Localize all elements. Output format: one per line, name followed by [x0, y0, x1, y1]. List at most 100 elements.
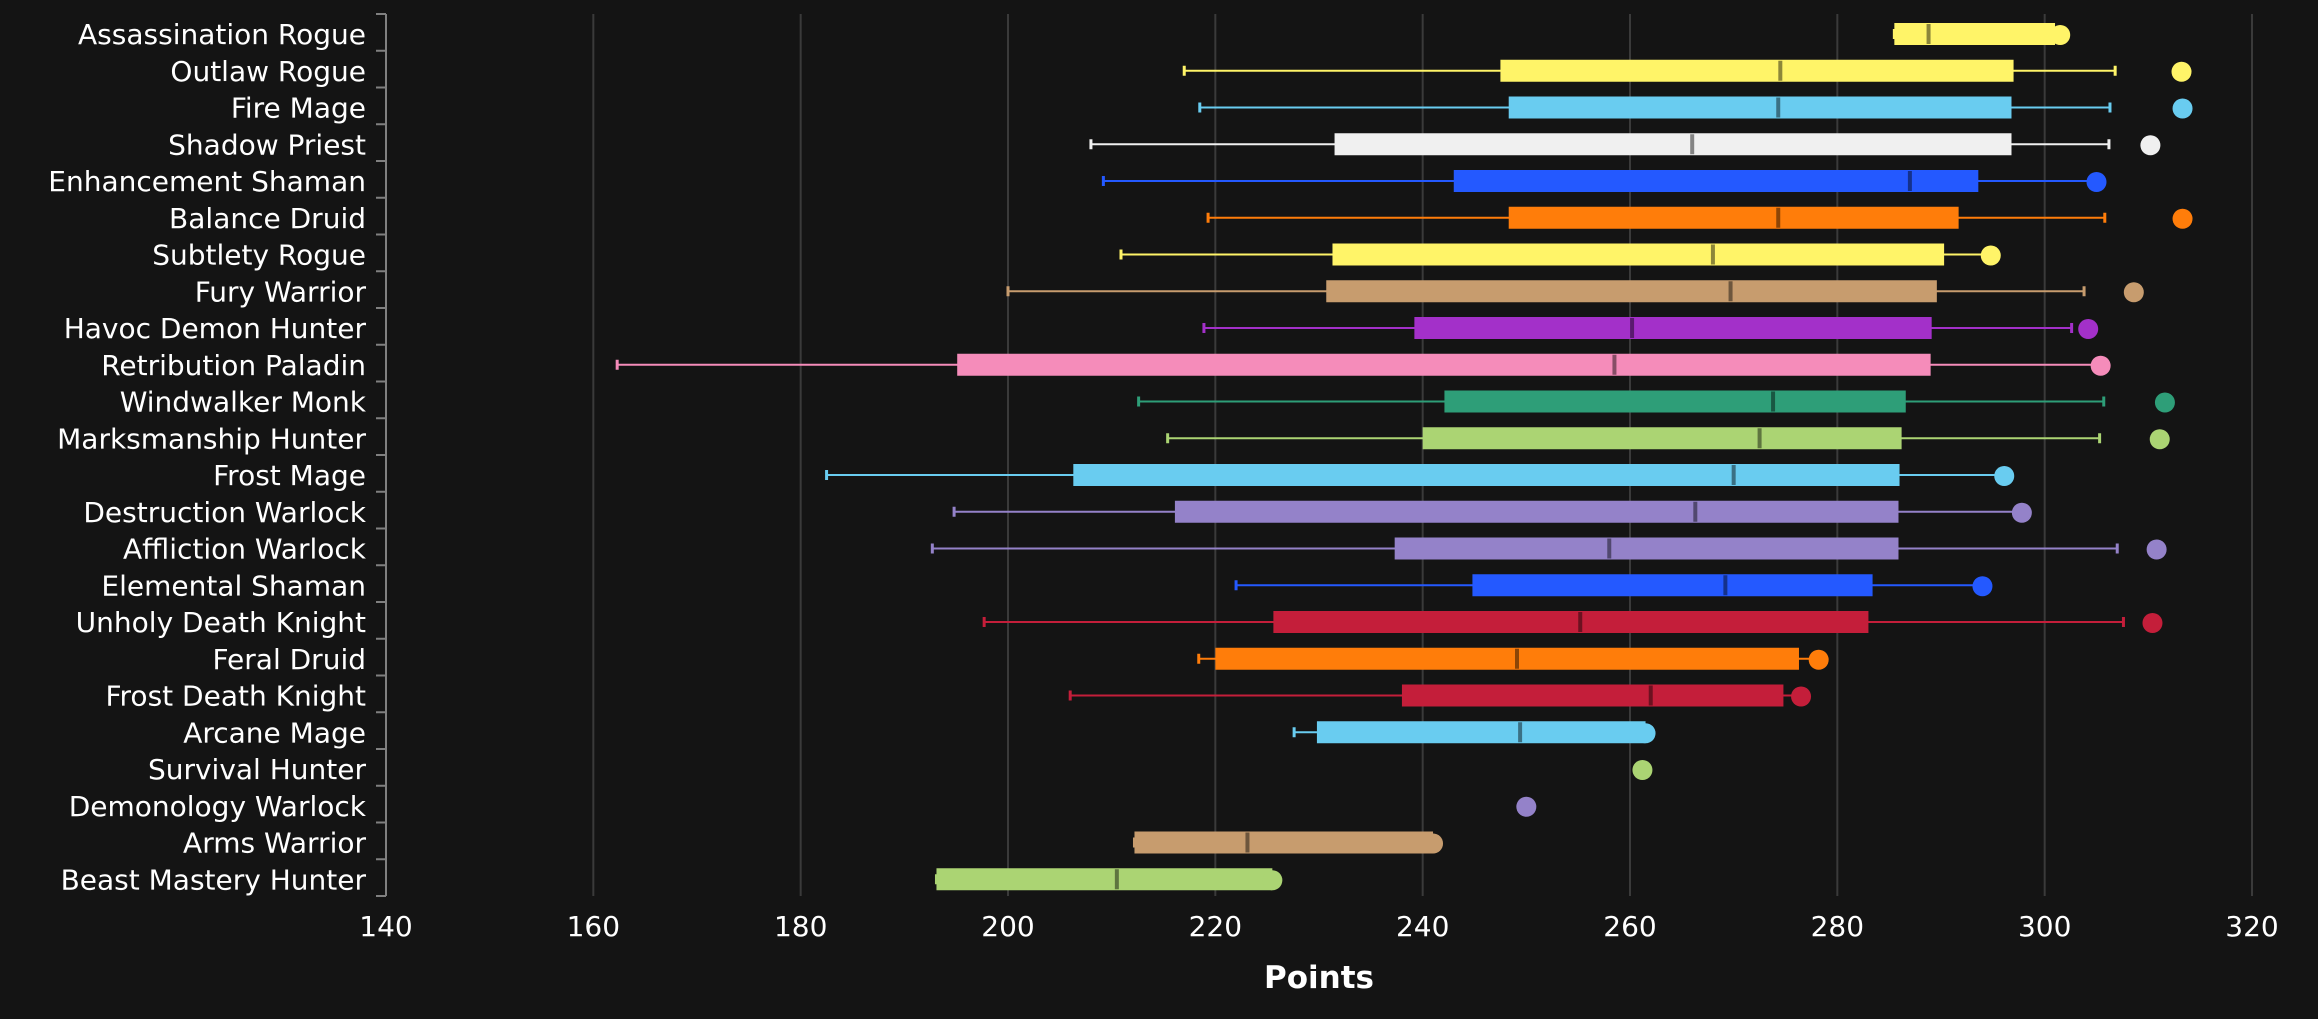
- category-label: Marksmanship Hunter: [57, 422, 366, 455]
- x-tick-label: 320: [2225, 910, 2278, 943]
- iqr-box: [1273, 611, 1869, 633]
- x-tick-label: 240: [1396, 910, 1449, 943]
- grid-lines: [592, 14, 2253, 896]
- box-balance-druid[interactable]: [1206, 206, 2193, 229]
- box-fire-mage[interactable]: [1198, 96, 2193, 119]
- category-label: Retribution Paladin: [101, 349, 366, 382]
- iqr-box: [1326, 280, 1937, 303]
- box-affliction-warlock[interactable]: [930, 537, 2167, 560]
- box-feral-druid[interactable]: [1197, 647, 1829, 670]
- iqr-box: [1508, 206, 1959, 229]
- outlier-point[interactable]: [2011, 502, 2032, 523]
- box-unholy-death-knight[interactable]: [982, 611, 2163, 633]
- box-series: [615, 23, 2193, 891]
- box-arms-warrior[interactable]: [1132, 831, 1444, 854]
- box-shadow-priest[interactable]: [1089, 133, 2161, 156]
- category-label: Survival Hunter: [148, 753, 367, 786]
- category-label: Fire Mage: [231, 92, 366, 125]
- category-labels: Assassination Rogue Outlaw Rogue Fire Mage…: [48, 18, 366, 896]
- outlier-point[interactable]: [2149, 429, 2170, 450]
- category-label: Beast Mastery Hunter: [61, 863, 367, 896]
- category-label: Enhancement Shaman: [48, 165, 366, 198]
- x-tick-label: 200: [981, 910, 1034, 943]
- box-frost-death-knight[interactable]: [1068, 684, 1812, 707]
- outlier-point[interactable]: [1980, 245, 2001, 266]
- x-tick-label: 160: [567, 910, 620, 943]
- outlier-point[interactable]: [1423, 833, 1444, 854]
- outlier-point[interactable]: [2154, 392, 2175, 413]
- category-label: Balance Druid: [169, 202, 366, 235]
- outlier-point[interactable]: [1632, 760, 1653, 780]
- iqr-box: [1134, 831, 1434, 854]
- category-label: Frost Mage: [213, 459, 366, 492]
- outlier-point[interactable]: [1791, 686, 1812, 707]
- outlier-point[interactable]: [2086, 172, 2107, 192]
- category-label: Affliction Warlock: [123, 533, 367, 566]
- box-windwalker-monk[interactable]: [1137, 390, 2175, 413]
- category-label: Assassination Rogue: [78, 18, 366, 51]
- iqr-box: [1316, 721, 1646, 744]
- box-survival-hunter[interactable]: [1632, 760, 1653, 780]
- x-tick-label: 260: [1603, 910, 1656, 943]
- x-tick-label: 220: [1189, 910, 1242, 943]
- iqr-box: [1472, 574, 1873, 597]
- box-demonology-warlock[interactable]: [1516, 796, 1537, 817]
- x-tick-label: 140: [359, 910, 412, 943]
- box-arcane-mage[interactable]: [1292, 721, 1656, 744]
- outlier-point[interactable]: [2146, 539, 2167, 560]
- category-label: Frost Death Knight: [105, 680, 366, 713]
- iqr-box: [1334, 133, 2012, 156]
- outlier-point[interactable]: [2140, 135, 2161, 156]
- outlier-point[interactable]: [1972, 576, 1993, 597]
- iqr-box: [1444, 390, 1906, 413]
- outlier-point[interactable]: [1262, 870, 1283, 891]
- outlier-point[interactable]: [2142, 613, 2163, 633]
- box-retribution-paladin[interactable]: [615, 353, 2111, 376]
- box-fury-warrior[interactable]: [1006, 280, 2144, 303]
- y-axis: [376, 13, 387, 897]
- x-axis-title: Points: [1264, 960, 1374, 996]
- iqr-box: [936, 868, 1273, 891]
- outlier-point[interactable]: [2172, 98, 2193, 119]
- outlier-point[interactable]: [1516, 796, 1537, 817]
- box-enhancement-shaman[interactable]: [1101, 170, 2107, 192]
- iqr-box: [957, 353, 1931, 376]
- iqr-box: [1401, 684, 1784, 707]
- iqr-box: [1073, 464, 1900, 486]
- box-havoc-demon-hunter[interactable]: [1202, 317, 2099, 339]
- outlier-point[interactable]: [2090, 355, 2111, 376]
- iqr-box: [1414, 317, 1932, 339]
- outlier-point[interactable]: [1808, 649, 1829, 670]
- category-label: Windwalker Monk: [120, 386, 367, 419]
- category-label: Shadow Priest: [168, 128, 366, 161]
- iqr-box: [1215, 647, 1799, 670]
- category-label: Unholy Death Knight: [76, 606, 366, 639]
- category-label: Arms Warrior: [183, 827, 366, 860]
- outlier-point[interactable]: [2171, 61, 2192, 82]
- box-destruction-warlock[interactable]: [952, 500, 2032, 523]
- outlier-point[interactable]: [1994, 466, 2015, 486]
- outlier-point[interactable]: [2172, 208, 2193, 229]
- box-subtlety-rogue[interactable]: [1119, 243, 2001, 266]
- outlier-point[interactable]: [2123, 282, 2144, 303]
- box-marksmanship-hunter[interactable]: [1166, 427, 2170, 450]
- category-label: Havoc Demon Hunter: [64, 312, 367, 345]
- box-elemental-shaman[interactable]: [1234, 574, 1993, 597]
- outlier-point[interactable]: [1635, 723, 1656, 744]
- category-label: Elemental Shaman: [101, 569, 366, 602]
- outlier-point[interactable]: [2078, 319, 2099, 339]
- x-tick-label: 300: [2018, 910, 2071, 943]
- box-frost-mage[interactable]: [825, 464, 2015, 486]
- box-beast-mastery-hunter[interactable]: [934, 868, 1283, 891]
- category-label: Fury Warrior: [195, 275, 367, 308]
- iqr-box: [1894, 23, 2056, 45]
- category-label: Demonology Warlock: [69, 790, 367, 823]
- iqr-box: [1332, 243, 1945, 266]
- outlier-point[interactable]: [2050, 25, 2071, 45]
- iqr-box: [1394, 537, 1899, 560]
- box-outlaw-rogue[interactable]: [1182, 59, 2192, 82]
- iqr-box: [1500, 59, 2014, 82]
- box-assassination-rogue[interactable]: [1892, 23, 2071, 45]
- category-label: Subtlety Rogue: [152, 239, 366, 272]
